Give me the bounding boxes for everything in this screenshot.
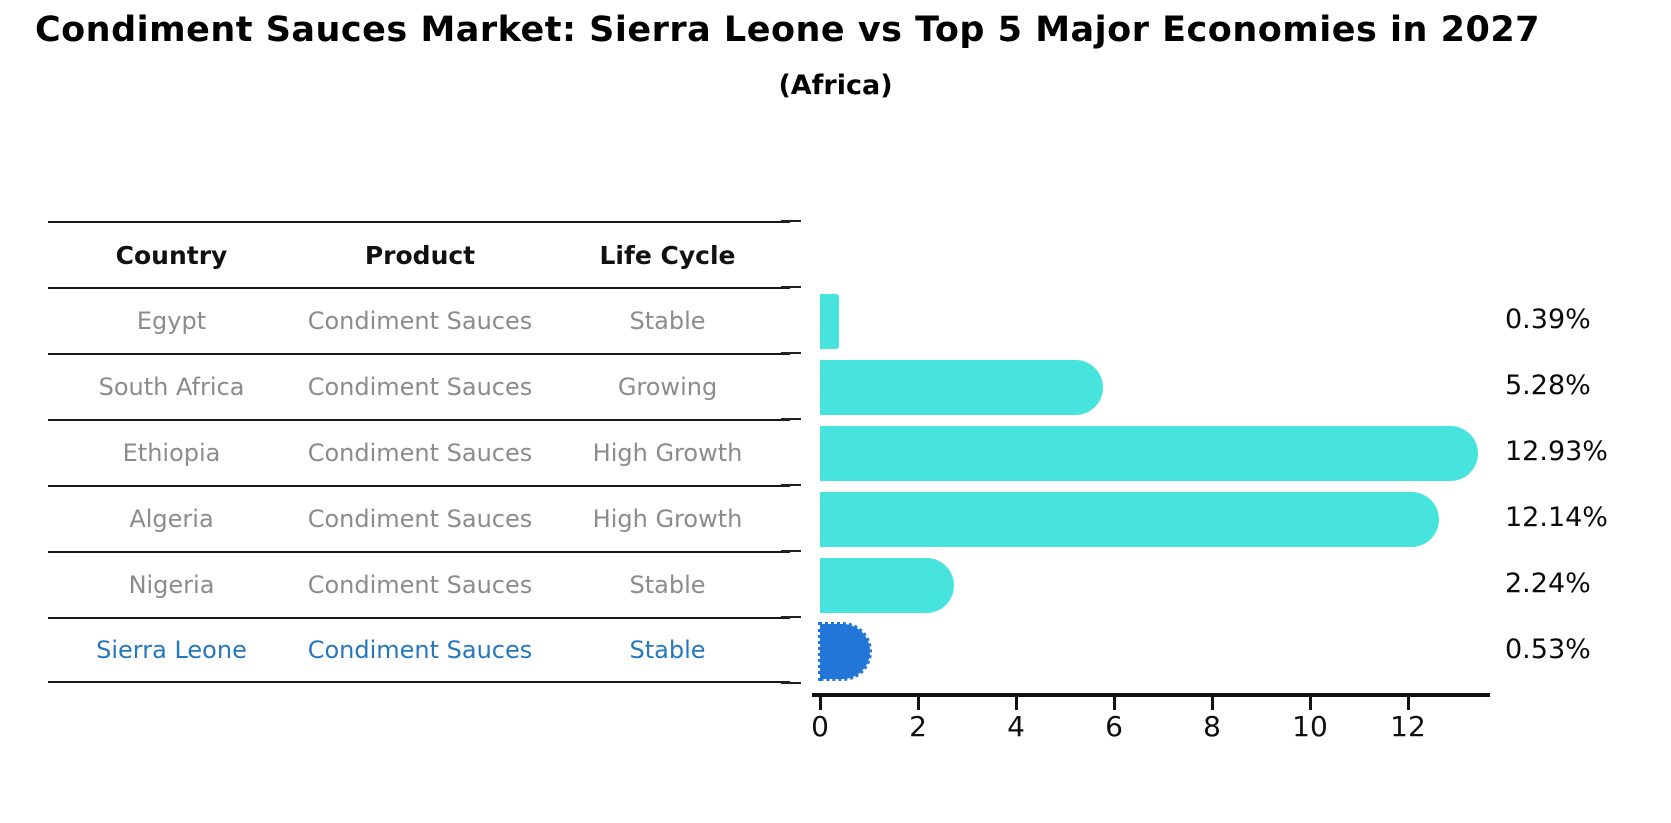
- bar: [820, 492, 1439, 547]
- lifecycle-cell: Stable: [629, 307, 706, 335]
- bar-value-label: 12.93%: [1505, 436, 1608, 467]
- column-header-lifecycle: Life Cycle: [599, 240, 736, 270]
- product-cell: Condiment Sauces: [307, 307, 533, 335]
- x-axis-tick: [1112, 697, 1116, 710]
- table-body: Egypt Condiment Sauces Stable South Africa C…: [48, 287, 790, 683]
- table-row: Egypt Condiment Sauces Stable: [48, 287, 790, 353]
- x-axis-line: [812, 693, 1490, 697]
- y-axis-tick: [781, 286, 801, 288]
- bar: [820, 426, 1478, 481]
- country-cell: Algeria: [129, 505, 214, 533]
- table-row: Sierra Leone Condiment Sauces Stable: [48, 617, 790, 683]
- country-cell: Ethiopia: [122, 439, 221, 467]
- chart-subtitle: (Africa): [778, 70, 893, 101]
- country-cell: Nigeria: [128, 571, 215, 599]
- x-axis-tick: [1406, 697, 1410, 710]
- y-axis-tick: [781, 484, 801, 486]
- x-axis-tick-label: 0: [811, 710, 829, 743]
- x-axis-tick-label: 10: [1292, 710, 1328, 743]
- bar-value-label: 0.53%: [1505, 634, 1591, 665]
- y-axis-tick: [781, 352, 801, 354]
- x-axis-tick-label: 12: [1390, 710, 1426, 743]
- x-axis-tick: [818, 697, 822, 710]
- table-header-row: Country Product Life Cycle: [48, 221, 790, 287]
- bar: [820, 360, 1103, 415]
- product-cell: Condiment Sauces: [307, 571, 533, 599]
- x-axis-tick-label: 2: [909, 710, 927, 743]
- product-cell: Condiment Sauces: [307, 439, 533, 467]
- comparison-table: Country Product Life Cycle Egypt Condimen…: [48, 221, 790, 683]
- y-axis-tick: [781, 220, 801, 222]
- bar-value-label: 12.14%: [1505, 502, 1608, 533]
- y-axis-tick: [781, 616, 801, 618]
- lifecycle-cell: High Growth: [592, 505, 743, 533]
- product-cell: Condiment Sauces: [307, 505, 533, 533]
- column-header-product: Product: [364, 240, 476, 270]
- bar-value-label: 0.39%: [1505, 304, 1591, 335]
- product-cell: Condiment Sauces: [307, 373, 533, 401]
- x-axis-tick-label: 4: [1007, 710, 1025, 743]
- chart-title: Condiment Sauces Market: Sierra Leone vs…: [34, 10, 1541, 50]
- x-axis-tick: [916, 697, 920, 710]
- y-axis-tick: [781, 550, 801, 552]
- bar: [820, 558, 954, 613]
- x-axis-tick-label: 6: [1105, 710, 1123, 743]
- x-axis-tick: [1210, 697, 1214, 710]
- x-axis-tick-label: 8: [1203, 710, 1221, 743]
- lifecycle-cell: High Growth: [592, 439, 743, 467]
- country-cell: Sierra Leone: [96, 636, 247, 664]
- x-axis-tick: [1014, 697, 1018, 710]
- table-row: Algeria Condiment Sauces High Growth: [48, 485, 790, 551]
- lifecycle-cell: Growing: [617, 373, 718, 401]
- y-axis-tick: [781, 418, 801, 420]
- bar-value-label: 2.24%: [1505, 568, 1591, 599]
- bar: [820, 294, 839, 349]
- table-row: Ethiopia Condiment Sauces High Growth: [48, 419, 790, 485]
- table-row: South Africa Condiment Sauces Growing: [48, 353, 790, 419]
- table-row: Nigeria Condiment Sauces Stable: [48, 551, 790, 617]
- lifecycle-cell: Stable: [629, 571, 706, 599]
- country-cell: South Africa: [98, 373, 245, 401]
- bar-value-label: 5.28%: [1505, 370, 1591, 401]
- column-header-country: Country: [115, 240, 228, 270]
- bar-highlight: [818, 622, 872, 681]
- lifecycle-cell: Stable: [629, 636, 706, 664]
- product-cell: Condiment Sauces: [307, 636, 533, 664]
- country-cell: Egypt: [136, 307, 207, 335]
- x-axis-tick: [1308, 697, 1312, 710]
- y-axis-tick: [781, 682, 801, 684]
